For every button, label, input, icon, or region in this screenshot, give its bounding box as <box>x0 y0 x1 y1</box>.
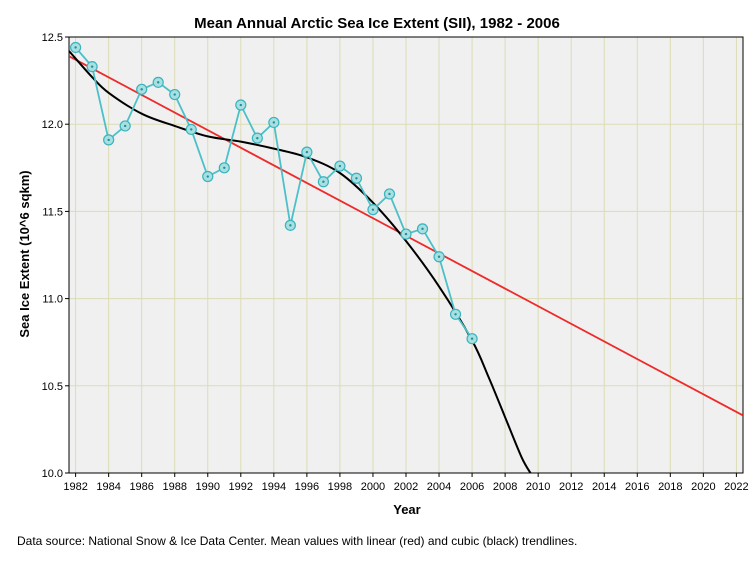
observed-point-center-1997 <box>322 180 325 183</box>
x-tick-label-2016: 2016 <box>625 481 649 493</box>
observed-point-center-2001 <box>388 192 391 196</box>
series-layer <box>69 41 743 473</box>
chart-title: Mean Annual Arctic Sea Ice Extent (SII),… <box>194 15 560 32</box>
y-axis-label: Sea Ice Extent (10^6 sqkm) <box>17 170 32 337</box>
observed-point-center-2003 <box>421 227 424 231</box>
x-tick-label-1984: 1984 <box>96 481 120 493</box>
y-tick-label-10.5: 10.5 <box>42 381 63 393</box>
y-tick-label-11.5: 11.5 <box>42 206 63 218</box>
x-tick-label-2022: 2022 <box>724 481 748 493</box>
observed-point-center-2000 <box>371 208 375 211</box>
x-tick-label-1988: 1988 <box>162 481 186 493</box>
observed-point-center-1994 <box>272 121 276 124</box>
x-tick-label-2008: 2008 <box>493 481 517 493</box>
x-tick-label-2018: 2018 <box>658 481 682 493</box>
x-tick-label-1982: 1982 <box>63 481 87 493</box>
observed-point-center-1990 <box>206 175 209 178</box>
observed-point-center-2006 <box>470 337 474 340</box>
observed-point-center-1985 <box>123 124 127 128</box>
y-tick-label-11.0: 11.0 <box>42 294 63 306</box>
observed-point-center-1991 <box>223 166 226 169</box>
observed-point-center-1992 <box>239 103 243 107</box>
observed-point-center-1983 <box>90 65 94 68</box>
x-tick-label-1992: 1992 <box>229 481 253 493</box>
observed-point-center-1988 <box>173 93 176 96</box>
plot-area: 1982 1984 1986 1988 1990 1992 1994 1996 1998 2000… <box>42 32 749 493</box>
observed-point-center-1984 <box>107 138 110 142</box>
observed-point-center-1999 <box>355 177 358 180</box>
y-tick-label-12.5: 12.5 <box>42 32 63 44</box>
x-tick-label-1998: 1998 <box>328 481 352 493</box>
observed-point-center-1989 <box>190 128 193 131</box>
observed-point-center-1993 <box>256 136 259 140</box>
x-tick-label-2004: 2004 <box>427 481 451 493</box>
x-tick-label-2012: 2012 <box>559 481 583 493</box>
x-tick-label-1986: 1986 <box>129 481 153 493</box>
x-tick-label-2014: 2014 <box>592 481 616 493</box>
x-tick-label-2006: 2006 <box>460 481 484 493</box>
observed-point-center-1987 <box>157 81 160 84</box>
observed-point-center-1986 <box>140 88 143 91</box>
y-tick-label-10.0: 10.0 <box>42 468 63 480</box>
x-tick-label-1996: 1996 <box>295 481 319 493</box>
x-tick-label-2020: 2020 <box>691 481 715 493</box>
observed-point-center-2005 <box>454 313 457 316</box>
x-axis-label: Year <box>393 502 420 517</box>
x-tick-label-1990: 1990 <box>196 481 220 493</box>
x-tick-label-1994: 1994 <box>262 481 286 493</box>
observed-point-center-2002 <box>404 232 408 236</box>
observed-point-center-1982 <box>74 46 77 49</box>
x-tick-label-2000: 2000 <box>361 481 385 493</box>
observed-point-center-1996 <box>305 150 309 154</box>
x-tick-label-2010: 2010 <box>526 481 550 493</box>
y-tick-label-12.0: 12.0 <box>42 119 63 131</box>
observed-point-center-2004 <box>437 255 441 258</box>
x-tick-label-2002: 2002 <box>394 481 418 493</box>
observed-point-center-1995 <box>289 224 292 227</box>
footnote: Data source: National Snow & Ice Data Ce… <box>17 534 578 548</box>
cubic-trendline <box>69 50 532 473</box>
observed-point-center-1998 <box>338 164 342 168</box>
